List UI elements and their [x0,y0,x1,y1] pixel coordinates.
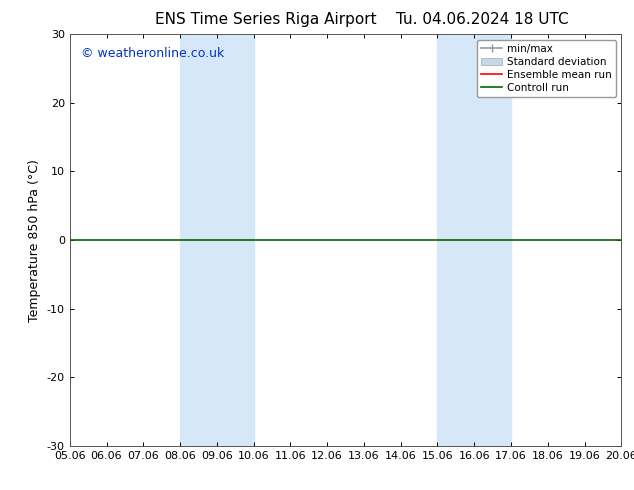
Bar [180,34,254,446]
Bar [437,34,511,446]
Legend: min/max, Standard deviation, Ensemble mean run, Controll run: min/max, Standard deviation, Ensemble me… [477,40,616,97]
Text: ENS Time Series Riga Airport: ENS Time Series Riga Airport [155,12,377,27]
Y-axis label: Temperature 850 hPa (°C): Temperature 850 hPa (°C) [28,159,41,321]
Text: © weatheronline.co.uk: © weatheronline.co.uk [81,47,224,60]
Text: Tu. 04.06.2024 18 UTC: Tu. 04.06.2024 18 UTC [396,12,568,27]
